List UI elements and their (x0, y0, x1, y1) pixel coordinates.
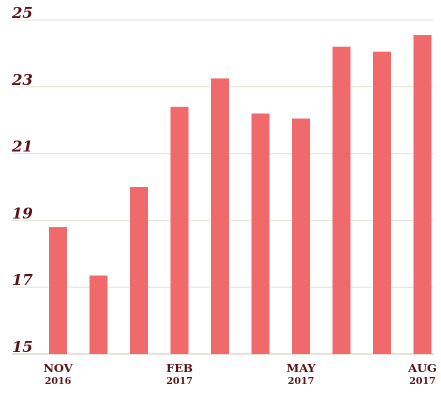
y-tick-label: 21 (11, 138, 33, 156)
bar-2017-01 (130, 187, 148, 354)
x-tick-label-year: 2017 (288, 376, 314, 387)
y-tick-label: 15 (12, 338, 33, 356)
x-tick-label-month: FEB (166, 361, 193, 375)
y-tick-label: 19 (12, 204, 33, 222)
x-tick-label-year: 2017 (166, 376, 192, 387)
x-tick-label-year: 2016 (45, 376, 72, 387)
x-tick-label-month: MAY (286, 361, 316, 375)
bar-2017-07 (373, 51, 391, 354)
x-tick-label-month: NOV (43, 361, 73, 375)
bar-2016-12 (89, 275, 108, 354)
bar-2017-06 (332, 46, 351, 354)
bar-2016-11 (49, 227, 67, 354)
x-tick-label-year: 2017 (409, 376, 435, 387)
bar-2017-04 (251, 113, 270, 355)
y-tick-label: 25 (11, 4, 33, 22)
bar-2017-08 (413, 35, 432, 354)
y-tick-label: 17 (12, 271, 33, 289)
bar-2017-05 (292, 118, 310, 354)
y-axis-tick-labels: 15 17 19 21 23 25 (11, 4, 33, 356)
y-tick-label: 23 (11, 71, 33, 89)
bar-2017-03 (211, 78, 229, 354)
bar-2017-02 (170, 106, 189, 354)
bars (49, 35, 432, 355)
x-tick-label-month: AUG (407, 361, 437, 375)
